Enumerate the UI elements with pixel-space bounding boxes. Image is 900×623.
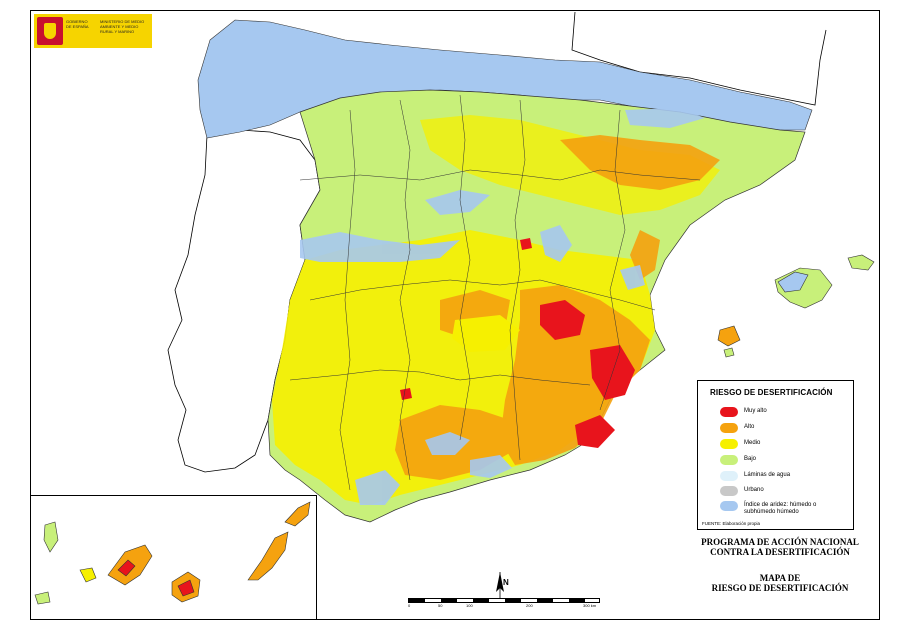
ibiza [717,325,741,347]
legend: RIESGO DE DESERTIFICACIÓN Muy alto Alto … [697,380,854,530]
medium-risk-north [420,115,720,215]
legend-label: Alto [744,424,755,430]
humid-central-system-1 [300,232,460,262]
canary-islands-inset [30,495,317,620]
very-high-risk-spot1 [520,238,532,250]
legend-swatch [720,471,738,481]
humid-central-system-2 [425,190,490,215]
region-borders-8 [459,94,471,441]
gran-canaria-red [177,579,195,597]
legend-swatch [720,407,738,417]
scale-tick-0: 0 [408,603,411,608]
coat-of-arms-icon [37,17,63,45]
legend-swatch [720,501,738,511]
scale-tick-4: 300 km [583,603,597,608]
medium-risk-mancha [452,315,520,352]
la-gomera [79,567,97,583]
map-title-line1: MAPA DE [759,573,801,583]
north-arrow-icon [496,572,504,598]
scale-tick-1: 50 [438,603,443,608]
programme-title-line1: PROGRAMA DE ACCIÓN NACIONAL [701,537,859,547]
region-borders-4 [399,99,411,481]
very-high-risk-almeria [575,415,615,448]
legend-label: Índice de aridez: húmedo o subhúmedo húm… [744,502,817,515]
very-high-risk-murcia [540,300,585,340]
legend-swatch [720,486,738,496]
very-high-risk-spot2 [400,388,412,400]
programme-title-line2: CONTRA LA DESERTIFICACIÓN [710,547,850,557]
legend-swatch [720,455,738,465]
el-hierro [34,591,51,605]
scale-bar: 0 50 100 200 300 km [408,595,600,613]
legend-label: Muy alto [744,408,767,414]
legend-source: FUENTE: Elaboración propia [702,521,761,526]
region-borders-7 [339,109,356,491]
north-arrow-label: N [503,578,509,587]
la-palma [43,521,59,553]
france-outline [571,11,827,106]
high-risk-southeast [500,285,650,465]
humid-iberian [540,225,572,262]
scale-tick-3: 200 [526,603,533,608]
menorca [847,254,875,271]
scale-tick-2: 100 [466,603,473,608]
humid-sierra-morena [425,432,470,455]
fuerteventura [247,531,289,581]
legend-title: RIESGO DE DESERTIFICACIÓN [710,388,833,397]
region-borders-6 [599,109,626,411]
high-risk-ebro [560,135,720,190]
legend-label: Urbano [744,487,764,493]
logo-ministry-text: MINISTERIO DE MEDIO AMBIENTE Y MEDIO RUR… [100,19,145,34]
region-borders-3 [289,369,591,386]
humid-sierra-sur [620,265,645,290]
legend-swatch [720,423,738,433]
legend-label: Medio [744,440,761,446]
humid-pyrenees-spot [625,108,705,128]
government-logo: GOBIERNO DE ESPAÑA MINISTERIO DE MEDIO A… [34,14,152,48]
humid-cadiz [355,470,400,505]
formentera [723,347,735,358]
legend-swatch [720,439,738,449]
region-borders-5 [509,99,526,461]
tenerife-red [117,559,136,577]
legend-label: Láminas de agua [744,472,791,478]
humid-sierra-nevada [470,455,512,478]
region-borders-1 [299,169,701,181]
legend-label: Bajo [744,456,757,462]
region-borders-2 [309,279,656,311]
logo-government-text: GOBIERNO DE ESPAÑA [66,19,89,29]
map-title-line2: RIESGO DE DESERTIFICACIÓN [711,583,849,593]
mallorca-humid [777,271,809,293]
lanzarote [284,501,311,527]
